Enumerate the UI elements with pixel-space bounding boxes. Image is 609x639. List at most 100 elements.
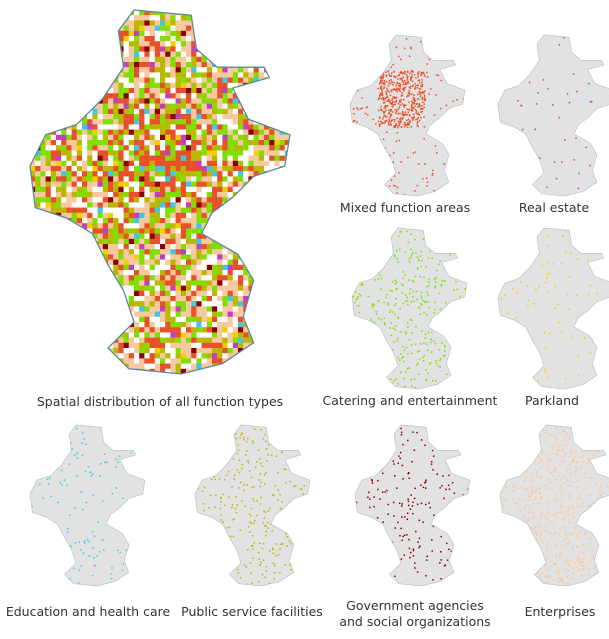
dot: [414, 85, 417, 88]
cell: [61, 327, 67, 333]
dot: [360, 350, 362, 353]
cell: [170, 290, 176, 297]
dot: [423, 126, 426, 128]
dot: [433, 114, 436, 116]
dot: [402, 284, 404, 287]
dot: [438, 348, 440, 351]
cell: [206, 62, 213, 68]
dot: [389, 94, 392, 97]
cell: [248, 56, 254, 63]
dot: [379, 92, 382, 95]
dot: [379, 37, 381, 40]
cell: [87, 160, 93, 167]
cell: [123, 145, 129, 151]
cell: [56, 202, 62, 208]
dot: [509, 365, 512, 368]
cell: [238, 41, 244, 47]
dot: [396, 87, 398, 89]
cell: [139, 202, 145, 208]
dot: [463, 47, 465, 50]
cell: [87, 134, 93, 141]
dot: [551, 263, 554, 265]
cell: [123, 243, 129, 250]
cell: [56, 270, 62, 276]
cell: [30, 46, 36, 52]
cell: [279, 332, 285, 338]
cell: [253, 316, 259, 323]
dot: [446, 334, 449, 337]
cell: [123, 212, 129, 219]
cell: [40, 186, 46, 193]
dot: [81, 432, 84, 434]
cell: [170, 327, 176, 333]
cell: [144, 25, 150, 31]
cell: [82, 145, 88, 151]
cell: [56, 348, 62, 354]
cell: [144, 306, 150, 312]
cell: [113, 249, 119, 255]
cell: [35, 134, 41, 141]
dot: [386, 89, 389, 91]
cell: [82, 192, 88, 198]
cell: [108, 119, 114, 125]
cell: [40, 93, 46, 99]
dot: [526, 285, 529, 288]
cell: [66, 134, 72, 141]
cell: [243, 36, 249, 42]
cell: [45, 166, 51, 172]
cell: [76, 15, 83, 21]
dot: [420, 297, 423, 299]
dot: [395, 84, 397, 87]
cell: [212, 311, 218, 317]
cell: [196, 140, 202, 146]
cell: [279, 82, 285, 89]
dot: [407, 326, 409, 328]
cell: [243, 46, 249, 52]
dot: [541, 264, 543, 267]
cell: [128, 41, 135, 47]
cell: [258, 114, 265, 120]
cell: [30, 124, 36, 130]
cell: [118, 171, 124, 177]
cell: [66, 67, 72, 73]
cell: [186, 301, 192, 307]
cell: [274, 62, 280, 68]
dot: [396, 91, 399, 93]
cell: [284, 15, 290, 21]
cell: [30, 20, 36, 26]
dot: [354, 373, 357, 375]
dot: [420, 291, 423, 294]
cell: [50, 46, 57, 52]
cell: [274, 181, 280, 187]
dot: [416, 124, 418, 127]
cell: [92, 93, 98, 99]
cell: [50, 88, 57, 94]
cell: [222, 233, 228, 239]
cell: [212, 103, 218, 109]
dot: [402, 377, 405, 380]
dot: [456, 142, 459, 144]
cell: [238, 243, 244, 250]
dot: [378, 358, 381, 361]
cell: [201, 155, 207, 161]
cell: [113, 134, 119, 141]
dot: [564, 377, 567, 380]
cell: [274, 301, 280, 307]
dot: [421, 107, 423, 110]
cell: [170, 108, 176, 115]
cell: [71, 368, 77, 374]
dot: [390, 89, 392, 91]
dot: [535, 288, 537, 290]
cell: [180, 218, 187, 224]
dot: [132, 566, 135, 568]
dot: [387, 303, 389, 306]
cell: [66, 296, 72, 302]
cell: [279, 358, 285, 364]
dot: [397, 383, 400, 385]
cell: [165, 30, 171, 37]
cell: [128, 56, 135, 63]
dot: [461, 127, 463, 130]
cell: [191, 301, 197, 307]
cell: [160, 160, 166, 167]
cell: [279, 41, 285, 47]
